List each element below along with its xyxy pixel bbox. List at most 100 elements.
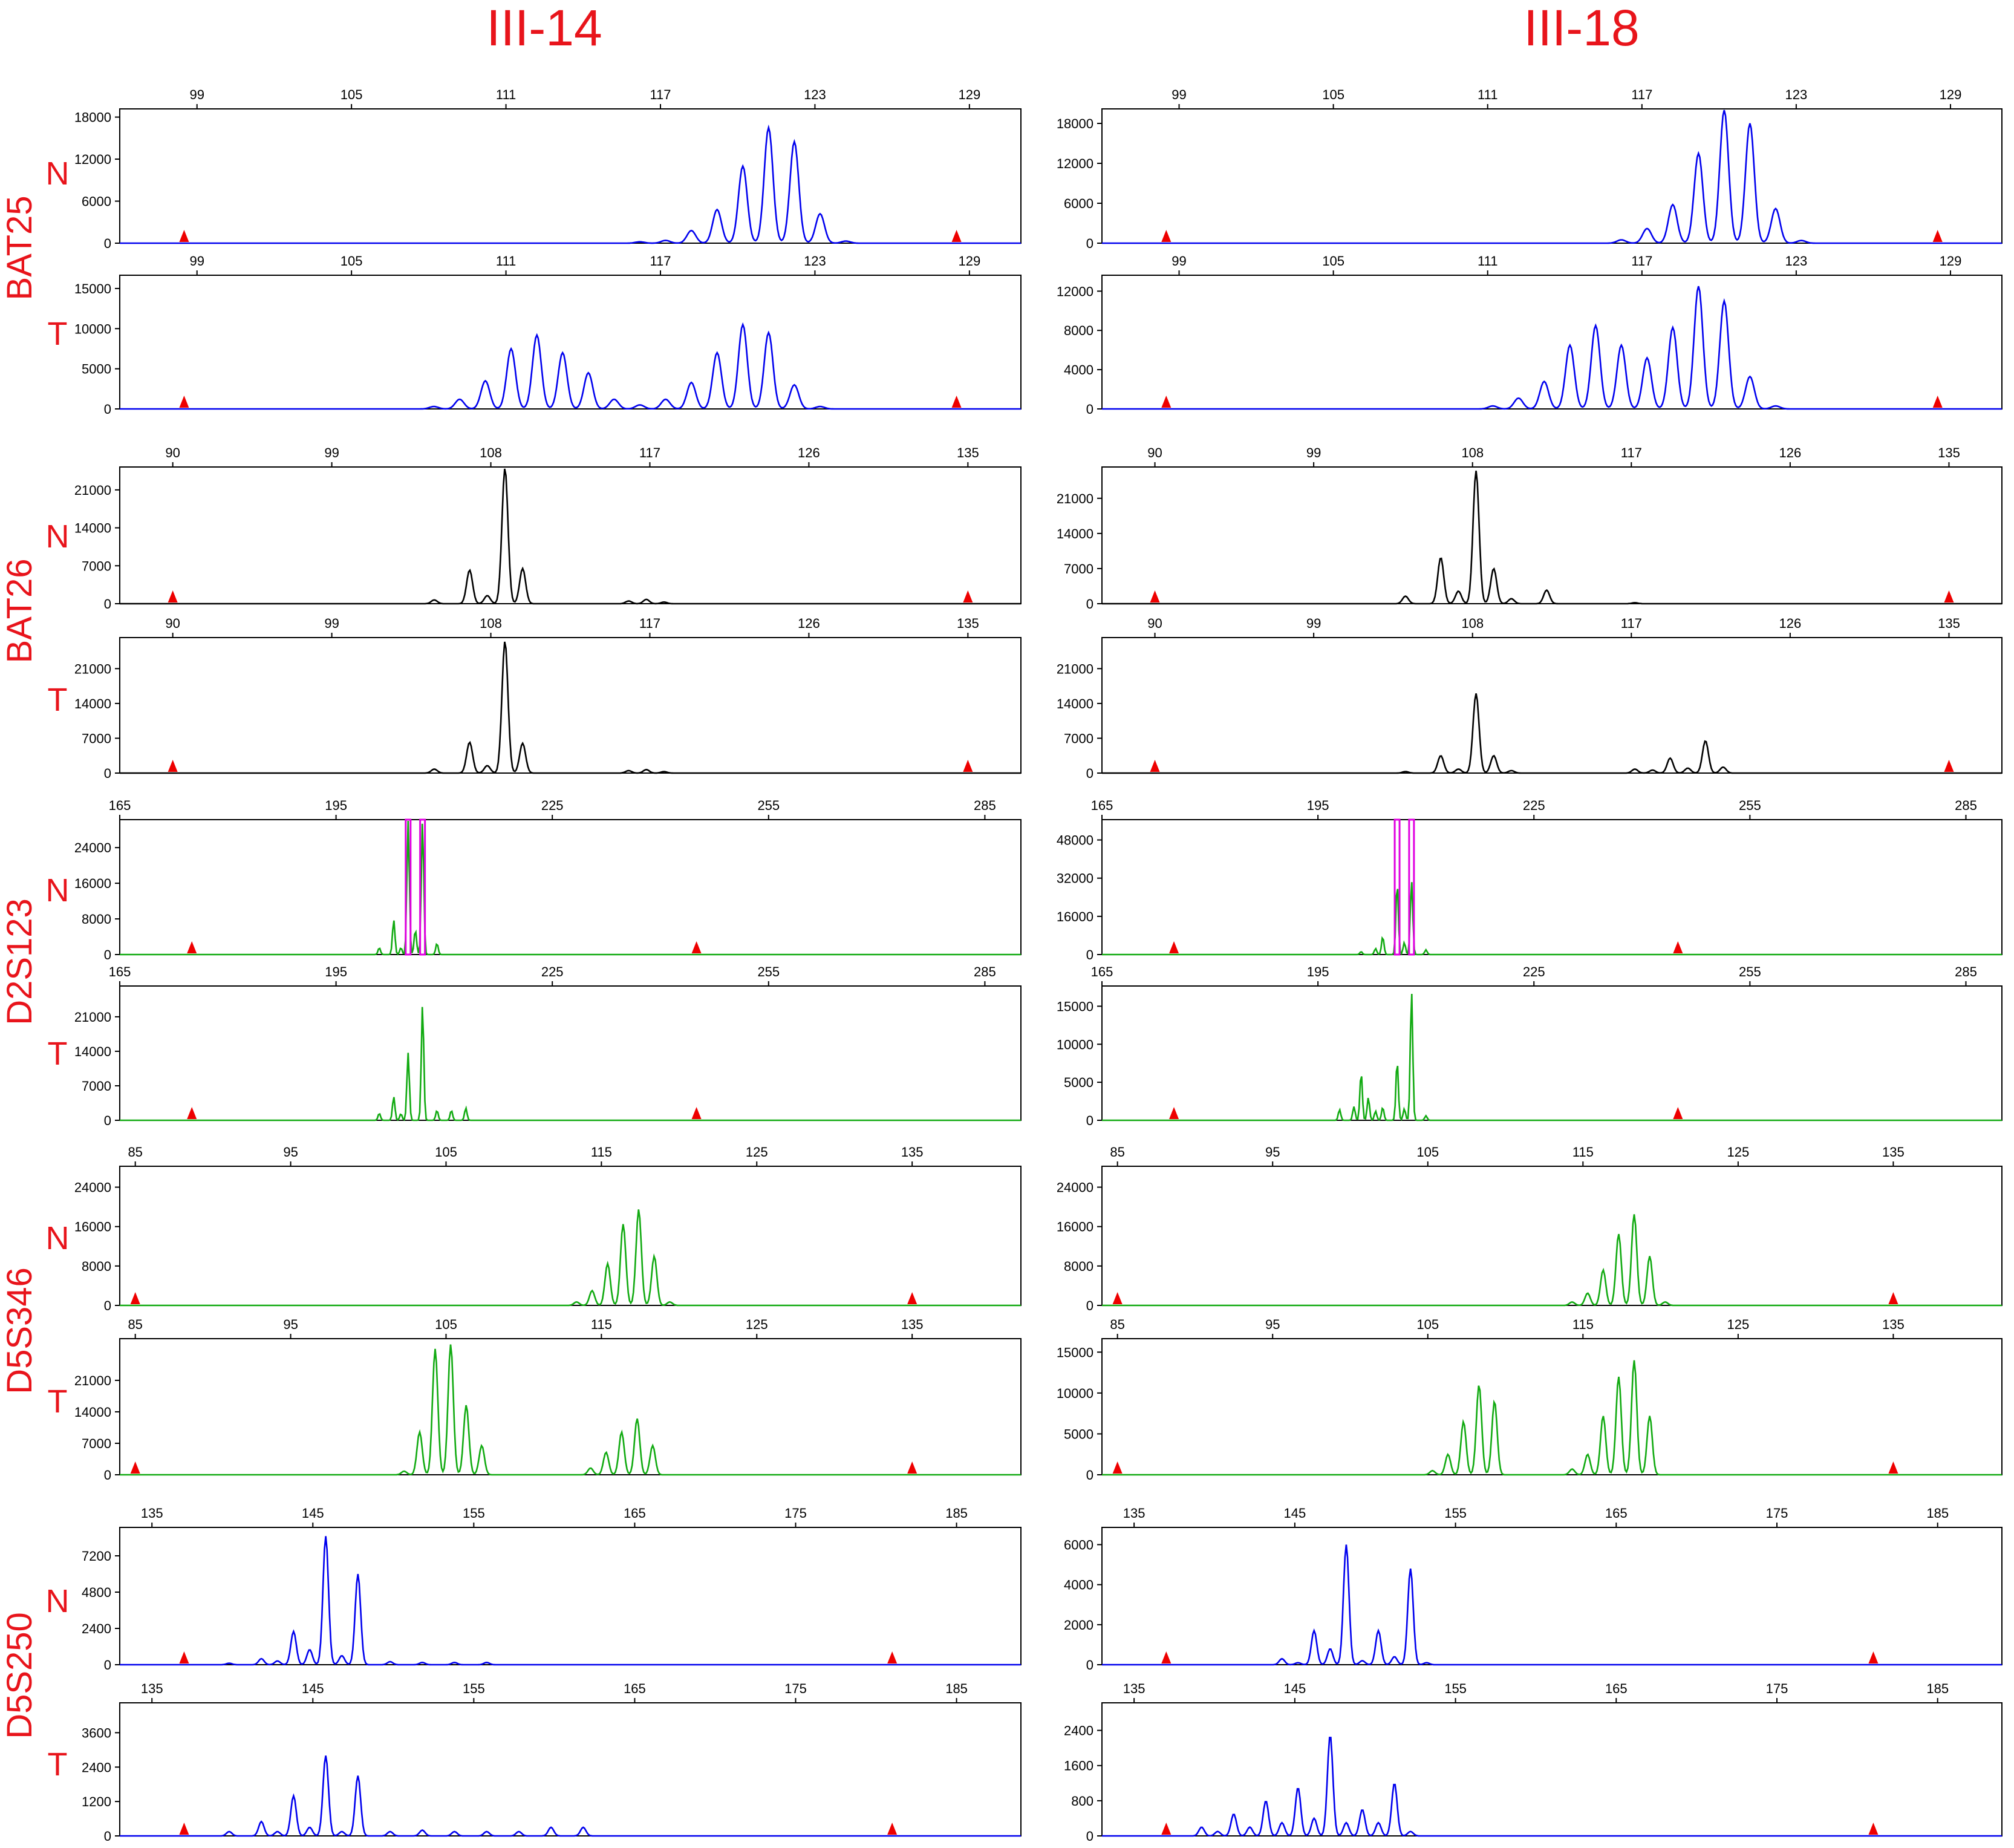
x-tick-label: 85 [1110, 1144, 1124, 1160]
x-tick-label: 123 [1785, 253, 1808, 269]
y-tick-label: 0 [1086, 236, 1093, 251]
x-tick-label: 111 [496, 253, 516, 269]
y-tick-label: 8000 [1064, 323, 1093, 338]
column-title-right: III-18 [1524, 0, 1639, 56]
x-tick-label: 255 [1739, 798, 1761, 813]
y-tick-label: 10000 [1057, 1037, 1093, 1052]
y-tick-label: 0 [1086, 1298, 1093, 1313]
x-tick-label: 108 [1461, 616, 1484, 631]
x-tick-label: 135 [901, 1317, 924, 1332]
x-tick-label: 105 [435, 1144, 457, 1160]
x-tick-label: 105 [1322, 253, 1344, 269]
x-tick-label: 165 [624, 1506, 646, 1521]
x-tick-label: 111 [1478, 253, 1497, 269]
x-tick-label: 195 [1307, 964, 1329, 979]
marker-label-d2s123: D2S123 [0, 898, 39, 1025]
y-tick-label: 0 [104, 236, 111, 251]
y-tick-label: 0 [1086, 1657, 1093, 1673]
x-tick-label: 255 [757, 798, 780, 813]
y-tick-label: 6000 [82, 194, 111, 209]
x-tick-label: 225 [1523, 964, 1545, 979]
x-tick-label: 105 [341, 87, 363, 102]
plot-frame [1102, 638, 2002, 773]
row-label-n-bat25: N [46, 155, 70, 192]
y-tick-label: 48000 [1057, 833, 1093, 848]
x-tick-label: 99 [324, 445, 339, 460]
x-tick-label: 145 [302, 1681, 324, 1696]
y-tick-label: 0 [104, 1657, 111, 1673]
x-tick-label: 123 [804, 87, 826, 102]
x-tick-label: 108 [1461, 445, 1484, 460]
x-tick-label: 123 [1785, 87, 1808, 102]
x-tick-label: 115 [1572, 1144, 1594, 1160]
y-tick-label: 8000 [82, 912, 111, 927]
plot-frame [120, 275, 1021, 409]
x-tick-label: 129 [1940, 87, 1962, 102]
x-tick-label: 99 [189, 253, 204, 269]
y-tick-label: 18000 [1057, 116, 1093, 131]
y-tick-label: 0 [1086, 402, 1093, 417]
y-tick-label: 0 [1086, 596, 1093, 612]
row-label-t-bat26: T [48, 682, 68, 718]
y-tick-label: 24000 [74, 1180, 111, 1195]
y-tick-label: 12000 [74, 152, 111, 167]
y-tick-label: 16000 [1057, 909, 1093, 924]
y-tick-label: 10000 [1057, 1386, 1093, 1401]
x-tick-label: 105 [435, 1317, 457, 1332]
x-tick-label: 85 [128, 1317, 142, 1332]
x-tick-label: 95 [283, 1317, 298, 1332]
x-tick-label: 185 [945, 1506, 968, 1521]
y-tick-label: 15000 [74, 281, 111, 296]
marker-label-bat25: BAT25 [0, 195, 39, 300]
plot-frame [120, 638, 1021, 773]
y-tick-label: 6000 [1064, 196, 1093, 211]
y-tick-label: 7000 [1064, 731, 1093, 746]
x-tick-label: 105 [341, 253, 363, 269]
x-tick-label: 165 [1091, 798, 1113, 813]
y-tick-label: 18000 [74, 110, 111, 125]
x-tick-label: 155 [463, 1681, 485, 1696]
x-tick-label: 105 [1322, 87, 1344, 102]
row-label-t-d5s250: T [48, 1746, 68, 1783]
y-tick-label: 1200 [82, 1794, 111, 1809]
x-tick-label: 99 [1172, 87, 1186, 102]
x-tick-label: 105 [1416, 1317, 1439, 1332]
plot-frame [1102, 1703, 2002, 1836]
y-tick-label: 14000 [74, 521, 111, 536]
plot-frame [1102, 820, 2002, 955]
x-tick-label: 117 [1631, 87, 1652, 102]
plot-frame [120, 986, 1021, 1120]
y-tick-label: 21000 [1057, 661, 1093, 676]
x-tick-label: 126 [1779, 445, 1802, 460]
plot-frame [120, 1339, 1021, 1475]
x-tick-label: 165 [109, 798, 131, 813]
y-tick-label: 16000 [1057, 1219, 1093, 1235]
x-tick-label: 126 [798, 445, 820, 460]
x-tick-label: 90 [1147, 616, 1162, 631]
x-tick-label: 115 [1572, 1317, 1594, 1332]
x-tick-label: 195 [1307, 798, 1329, 813]
y-tick-label: 7000 [82, 1436, 111, 1451]
y-tick-label: 21000 [74, 483, 111, 498]
x-tick-label: 135 [1123, 1681, 1146, 1696]
y-tick-label: 21000 [74, 1010, 111, 1025]
y-tick-label: 7000 [1064, 561, 1093, 576]
plot-frame [1102, 467, 2002, 604]
y-tick-label: 7000 [82, 558, 111, 573]
x-tick-label: 185 [945, 1681, 968, 1696]
x-tick-label: 125 [1727, 1144, 1750, 1160]
x-tick-label: 99 [189, 87, 204, 102]
plot-frame [120, 820, 1021, 955]
row-label-n-d5s250: N [46, 1583, 70, 1619]
x-tick-label: 115 [591, 1317, 612, 1332]
x-tick-label: 117 [1631, 253, 1652, 269]
row-label-t-d5s346: T [48, 1383, 68, 1420]
